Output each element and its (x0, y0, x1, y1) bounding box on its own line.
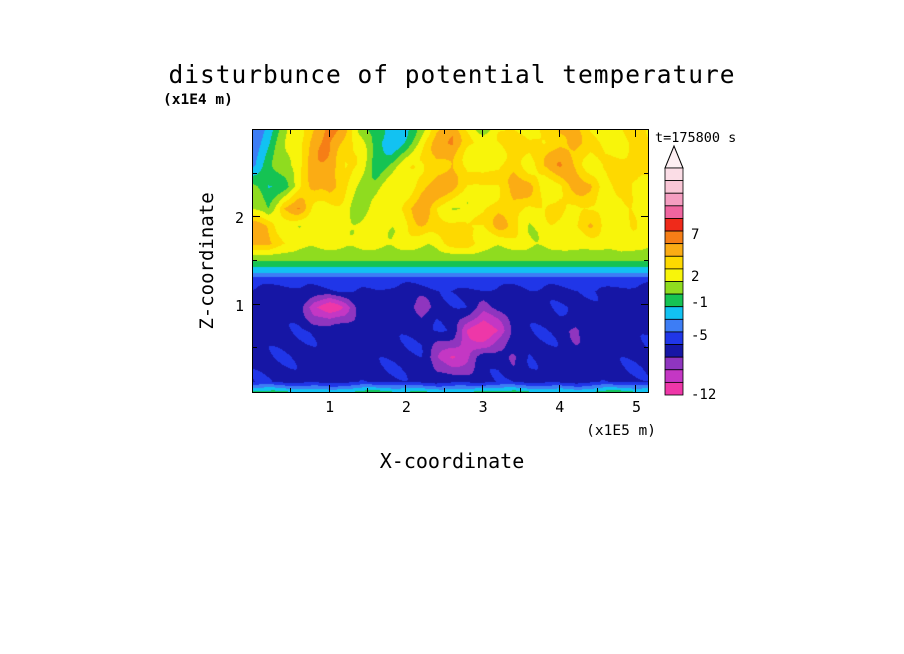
axis-tick (328, 384, 330, 392)
axis-tick (640, 303, 648, 305)
axis-tick (520, 387, 522, 392)
colorbar-band (664, 331, 684, 345)
colorbar-band (664, 369, 684, 383)
x-axis-title: X-coordinate (379, 449, 525, 473)
axis-tick (520, 129, 522, 134)
x-tick-label-4: 4 (555, 398, 565, 416)
chart-title: disturbunce of potential temperature (168, 60, 736, 89)
axis-tick (405, 384, 407, 392)
colorbar-label-2: 2 (691, 269, 700, 286)
axis-tick (252, 260, 257, 261)
axis-tick (252, 303, 260, 305)
colorbar-band (664, 281, 684, 295)
colorbar-over-arrow (664, 144, 684, 169)
axis-tick (558, 129, 560, 137)
colorbar-band (664, 255, 684, 270)
axis-tick (640, 216, 648, 218)
axis-tick (558, 384, 560, 392)
axis-tick (635, 129, 637, 137)
axis-tick (643, 347, 648, 349)
axis-tick (482, 129, 484, 137)
colorbar (664, 144, 684, 396)
x-tick-label-5: 5 (631, 398, 642, 416)
colorbar-label-7: 7 (691, 227, 700, 244)
colorbar-band (664, 230, 684, 245)
z-tick-label-1: 1 (234, 296, 244, 315)
y-axis-unit-label: (x1E4 m) (163, 92, 233, 108)
axis-tick (635, 384, 637, 392)
axis-tick (482, 384, 484, 392)
axis-tick (597, 129, 599, 134)
x-axis-unit-label: (x1E5 m) (586, 423, 656, 439)
colorbar-band (664, 218, 684, 232)
axis-tick (597, 387, 599, 392)
colorbar-label-neg1: -1 (691, 294, 708, 311)
axis-tick (252, 347, 257, 349)
axis-tick (443, 129, 445, 134)
x-tick-label-1: 1 (325, 398, 335, 416)
axis-tick (252, 216, 260, 218)
colorbar-band (664, 192, 684, 207)
axis-tick (290, 129, 292, 134)
colorbar-band (664, 293, 684, 308)
axis-tick (252, 172, 257, 174)
z-tick-label-2: 2 (234, 209, 244, 228)
colorbar-band (664, 344, 684, 358)
axis-tick (405, 129, 407, 137)
axis-tick (367, 387, 369, 392)
colorbar-band (664, 243, 684, 257)
heatmap-canvas (252, 129, 648, 392)
x-tick-label-3: 3 (478, 398, 488, 416)
colorbar-label-neg5: -5 (691, 328, 708, 345)
colorbar-band (664, 180, 684, 194)
axis-tick (290, 387, 292, 392)
colorbar-band (664, 268, 684, 282)
colorbar-band (664, 356, 684, 371)
y-axis-title: Z-coordinate (196, 192, 218, 330)
colorbar-band (664, 306, 684, 320)
heatmap-plot-area (251, 128, 649, 393)
time-annotation: t=175800 s (655, 130, 737, 146)
axis-tick (643, 172, 648, 174)
colorbar-band (664, 167, 684, 182)
axis-tick (643, 260, 648, 261)
axis-tick (367, 129, 369, 134)
axis-tick (443, 387, 445, 392)
axis-tick (328, 129, 330, 137)
x-tick-label-2: 2 (401, 398, 411, 416)
colorbar-band (664, 318, 684, 333)
colorbar-band (664, 205, 684, 219)
colorbar-label-neg12: -12 (691, 387, 717, 403)
colorbar-band (664, 381, 684, 396)
